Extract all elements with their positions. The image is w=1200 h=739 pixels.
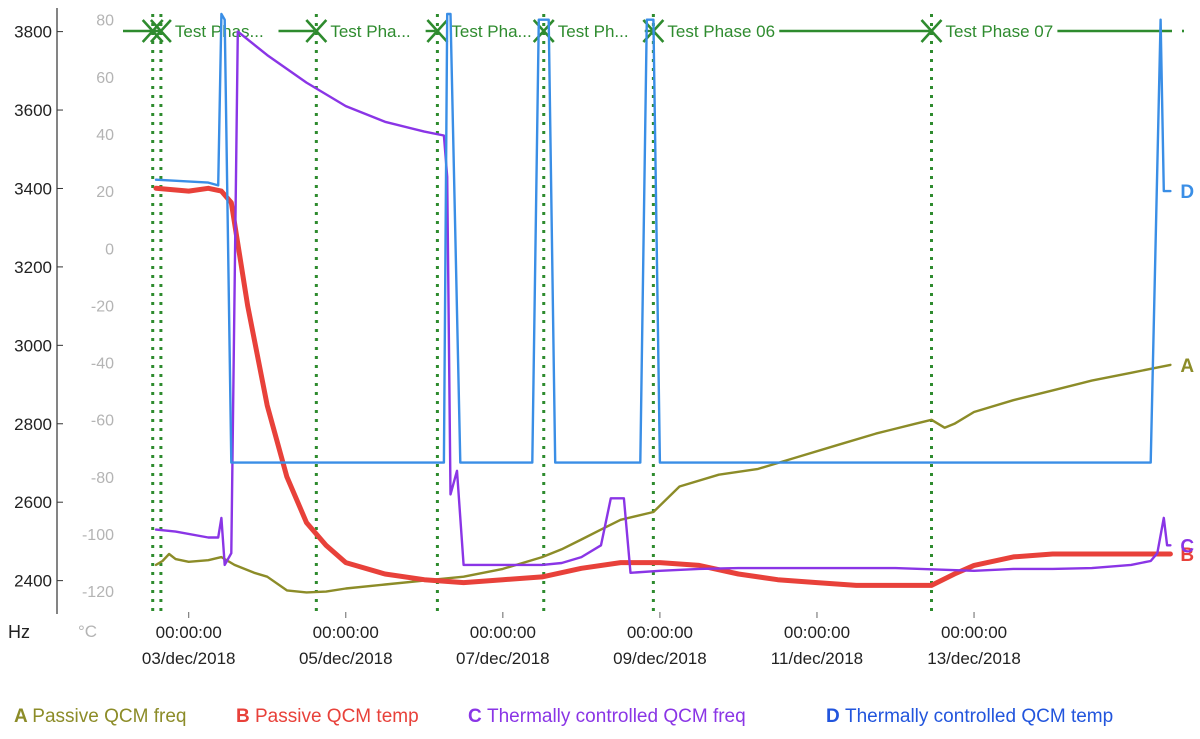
series-lines [156, 14, 1170, 592]
legend-entry: C Thermally controlled QCM freq [468, 706, 746, 727]
hz-unit-label: Hz [8, 622, 30, 642]
legend-entry: A Passive QCM freq [14, 706, 186, 727]
x-tick-time: 00:00:00 [156, 623, 222, 642]
legend-entry: D Thermally controlled QCM temp [826, 706, 1113, 727]
phase-label: Test Ph... [558, 22, 629, 41]
legend-letter: C [468, 706, 487, 727]
legend-text: Thermally controlled QCM temp [845, 706, 1113, 727]
celsius-tick-label: 0 [105, 241, 114, 258]
hz-tick-label: 3400 [14, 179, 52, 198]
hz-tick-label: 2800 [14, 415, 52, 434]
x-tick-time: 00:00:00 [627, 623, 693, 642]
hz-tick-label: 2600 [14, 493, 52, 512]
series-end-tag: C [1180, 536, 1194, 557]
x-tick-time: 00:00:00 [941, 623, 1007, 642]
x-tick-date: 13/dec/2018 [927, 649, 1021, 668]
x-tick-date: 11/dec/2018 [771, 649, 863, 668]
celsius-tick-label: -20 [91, 298, 114, 315]
series-line-c [156, 32, 1170, 573]
x-tick-date: 07/dec/2018 [456, 649, 550, 668]
phase-label: Test Pha... [451, 22, 531, 41]
x-tick-time: 00:00:00 [470, 623, 536, 642]
x-tick-date: 03/dec/2018 [142, 649, 236, 668]
hz-tick-label: 3200 [14, 258, 52, 277]
legend-text: Thermally controlled QCM freq [487, 706, 746, 727]
x-tick-date: 05/dec/2018 [299, 649, 393, 668]
phase-label: Test Phase 07 [945, 22, 1053, 41]
celsius-unit-label: °C [78, 622, 97, 641]
legend-letter: D [826, 706, 845, 727]
celsius-tick-label: 80 [96, 13, 114, 30]
legend-letter: A [14, 706, 32, 727]
phase-label: Test Pha... [330, 22, 410, 41]
series-end-tag: A [1180, 356, 1194, 377]
celsius-tick-label: -60 [91, 413, 114, 430]
x-tick-time: 00:00:00 [313, 623, 379, 642]
x-tick-time: 00:00:00 [784, 623, 850, 642]
legend: A Passive QCM freq B Passive QCM temp C Th… [14, 706, 1113, 727]
celsius-tick-label: -120 [82, 584, 114, 601]
phase-label: Test Phase 06 [667, 22, 775, 41]
hz-tick-label: 3600 [14, 101, 52, 120]
legend-text: Passive QCM freq [32, 706, 186, 727]
phase-markers: Test Phas... Test Pha... Test Pha... Test P… [123, 14, 1190, 612]
hz-tick-label: 3800 [14, 23, 52, 42]
legend-entry: B Passive QCM temp [236, 706, 419, 727]
celsius-tick-label: -80 [91, 470, 114, 487]
celsius-tick-label: -100 [82, 527, 114, 544]
series-line-d [156, 14, 1170, 463]
phase-label: Test Phas... [175, 22, 264, 41]
celsius-tick-label: -40 [91, 356, 114, 373]
legend-letter: B [236, 706, 255, 727]
hz-tick-label: 2400 [14, 572, 52, 591]
x-tick-date: 09/dec/2018 [613, 649, 707, 668]
hz-tick-label: 3000 [14, 336, 52, 355]
celsius-tick-label: 40 [96, 127, 114, 144]
celsius-tick-label: 20 [96, 184, 114, 201]
series-line-b [156, 188, 1170, 585]
celsius-tick-label: 60 [96, 70, 114, 87]
series-end-tag: D [1180, 182, 1194, 203]
legend-text: Passive QCM temp [255, 706, 419, 727]
